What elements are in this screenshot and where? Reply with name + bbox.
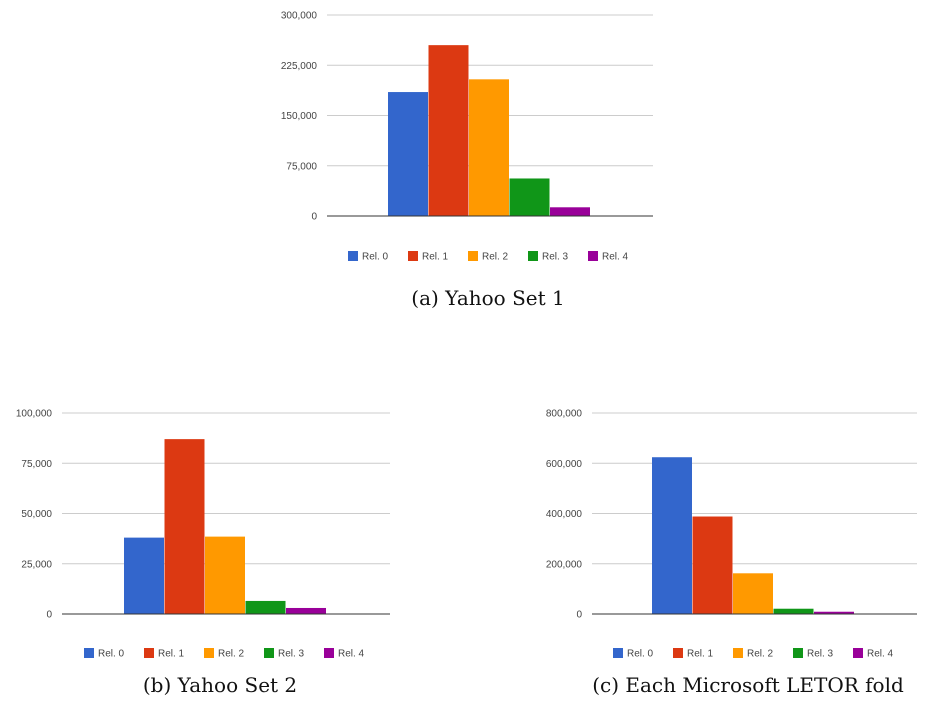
chart-caption: (b) Yahoo Set 2 [142, 673, 298, 697]
bar-rel-4 [286, 607, 326, 614]
bar-rel-0 [388, 92, 428, 216]
legend-label: Rel. 1 [687, 649, 714, 660]
chart-panel-yahoo-set-1: 0 75,000 150,000 225,000 300,000 Rel. 0 Rel. 1… [0, 0, 935, 320]
legend-swatch [204, 648, 214, 658]
y-tick-label: 400,000 [546, 509, 583, 520]
legend-label: Rel. 2 [218, 649, 245, 660]
legend-swatch [733, 648, 743, 658]
chart-panel-yahoo-set-2: 0 25,000 50,000 75,000 100,000 Rel. 0 Rel. 1 Re… [0, 395, 470, 708]
legend-swatch [84, 648, 94, 658]
legend-label: Rel. 1 [158, 649, 185, 660]
legend-label: Rel. 3 [807, 649, 834, 660]
legend-label: Rel. 0 [98, 649, 125, 660]
bar-rel-3 [773, 608, 814, 614]
legend-label: Rel. 0 [362, 252, 389, 263]
legend-swatch [408, 251, 418, 261]
legend-label: Rel. 2 [747, 649, 774, 660]
y-tick-label: 75,000 [286, 161, 317, 172]
y-tick-label: 0 [46, 610, 52, 621]
y-tick-label: 0 [311, 212, 317, 223]
legend-swatch [324, 648, 334, 658]
y-tick-label: 25,000 [21, 559, 52, 570]
legend-swatch [853, 648, 863, 658]
chart-caption: (a) Yahoo Set 1 [411, 286, 565, 310]
y-tick-label: 0 [576, 610, 582, 621]
bar-rel-2 [733, 573, 773, 614]
legend-label: Rel. 2 [482, 252, 509, 263]
legend-swatch [264, 648, 274, 658]
legend-swatch [793, 648, 803, 658]
bar-rel-1 [428, 45, 469, 217]
y-tick-label: 200,000 [546, 559, 583, 570]
bar-chart-microsoft-letor: 0 200,000 400,000 600,000 800,000 Rel. 0 Rel. … [546, 409, 917, 660]
legend-label: Rel. 0 [627, 649, 654, 660]
y-tick-label: 75,000 [21, 459, 52, 470]
legend-label: Rel. 3 [542, 252, 569, 263]
legend-swatch [613, 648, 623, 658]
bar-rel-4 [550, 207, 590, 216]
y-tick-label: 800,000 [546, 409, 583, 420]
legend-swatch [348, 251, 358, 261]
bar-rel-1 [692, 516, 733, 614]
y-tick-label: 50,000 [21, 509, 52, 520]
legend-swatch [144, 648, 154, 658]
legend-swatch [468, 251, 478, 261]
legend-label: Rel. 3 [278, 649, 305, 660]
bar-rel-3 [245, 600, 286, 614]
legend-label: Rel. 1 [422, 252, 449, 263]
chart-caption: (c) Each Microsoft LETOR fold [592, 673, 904, 697]
bar-rel-3 [509, 178, 550, 216]
bar-rel-0 [652, 457, 692, 614]
y-tick-label: 300,000 [281, 11, 318, 22]
legend-label: Rel. 4 [867, 649, 894, 660]
bar-rel-2 [469, 79, 509, 216]
bar-rel-2 [205, 536, 245, 614]
y-tick-label: 150,000 [281, 111, 318, 122]
bar-chart-yahoo-set-1: 0 75,000 150,000 225,000 300,000 Rel. 0 Rel. 1… [281, 11, 653, 263]
legend-swatch [528, 251, 538, 261]
legend-label: Rel. 4 [602, 252, 629, 263]
bar-rel-0 [124, 537, 164, 614]
bar-rel-1 [164, 439, 205, 614]
legend-swatch [673, 648, 683, 658]
y-tick-label: 225,000 [281, 61, 318, 72]
y-tick-label: 600,000 [546, 459, 583, 470]
bar-rel-4 [814, 611, 854, 614]
chart-panel-microsoft-letor: 0 200,000 400,000 600,000 800,000 Rel. 0 Rel. … [470, 395, 935, 708]
bar-chart-yahoo-set-2: 0 25,000 50,000 75,000 100,000 Rel. 0 Rel. 1 Re… [16, 409, 390, 660]
y-tick-label: 100,000 [16, 409, 53, 420]
legend-swatch [588, 251, 598, 261]
legend-label: Rel. 4 [338, 649, 365, 660]
